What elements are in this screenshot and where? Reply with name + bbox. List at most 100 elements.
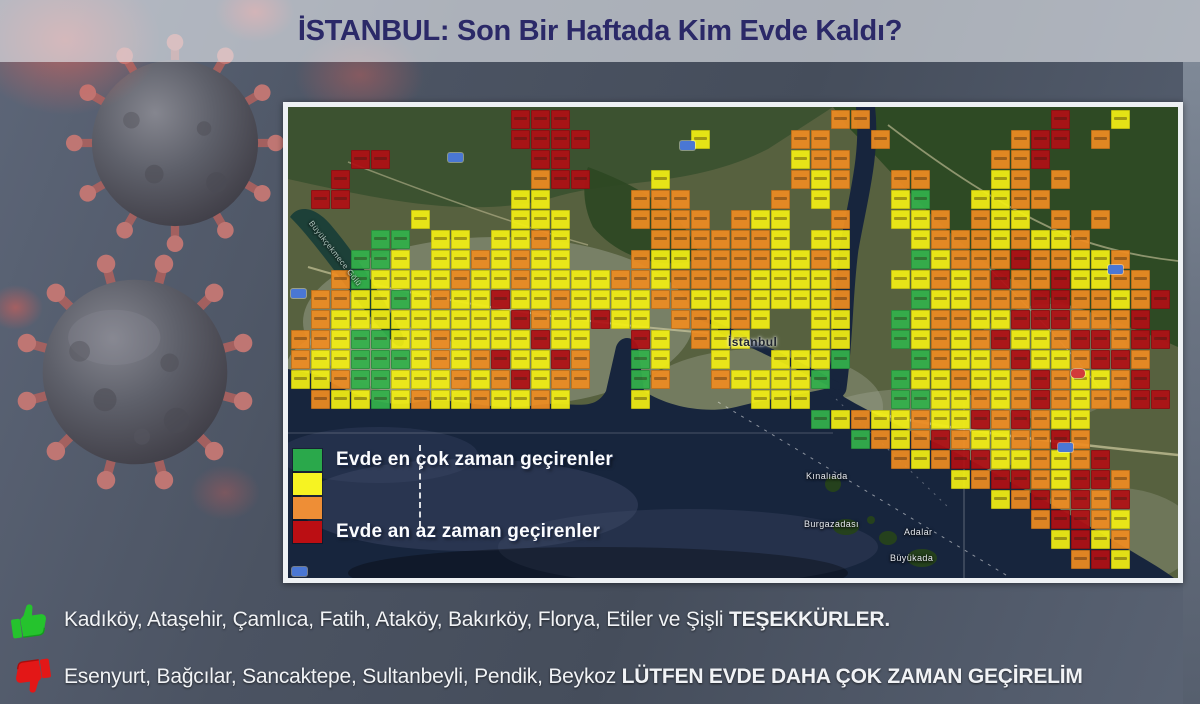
heatmap-cell xyxy=(991,330,1010,349)
heatmap-cell xyxy=(991,230,1010,249)
heatmap-cell xyxy=(651,170,670,189)
heatmap-cell xyxy=(811,330,830,349)
coronavirus-art-main xyxy=(15,252,255,492)
heatmap-cell xyxy=(991,210,1010,229)
heatmap-cell xyxy=(551,310,570,329)
heatmap-cell xyxy=(1011,350,1030,369)
heatmap-cell xyxy=(1111,350,1130,369)
heatmap-cell xyxy=(971,410,990,429)
heatmap-cell xyxy=(1031,150,1050,169)
heatmap-cell xyxy=(1031,290,1050,309)
heatmap-cell xyxy=(1071,470,1090,489)
heatmap-cell xyxy=(991,270,1010,289)
heatmap-cell xyxy=(831,270,850,289)
heatmap-cell xyxy=(691,290,710,309)
heatmap-cell xyxy=(951,450,970,469)
legend-swatch-orange xyxy=(293,497,322,519)
heatmap-cell xyxy=(1111,370,1130,389)
heatmap-cell xyxy=(911,250,930,269)
heatmap-cell xyxy=(931,210,950,229)
heatmap-cell xyxy=(1091,390,1110,409)
heatmap-cell xyxy=(1011,390,1030,409)
thanks-line: Kadıköy, Ataşehir, Çamlıca, Fatih, Atakö… xyxy=(8,594,890,646)
plea-text: Esenyurt, Bağcılar, Sancaktepe, Sultanbe… xyxy=(64,665,1083,689)
heatmap-cell xyxy=(991,310,1010,329)
heatmap-cell xyxy=(391,370,410,389)
heatmap-cell xyxy=(351,150,370,169)
heatmap-cell xyxy=(371,270,390,289)
heatmap-cell xyxy=(1031,250,1050,269)
heatmap-cell xyxy=(1111,390,1130,409)
heatmap-cell xyxy=(471,250,490,269)
heatmap-cell xyxy=(331,390,350,409)
heatmap-cell xyxy=(1071,430,1090,449)
legend-row xyxy=(293,472,613,496)
heatmap-cell xyxy=(831,170,850,189)
heatmap-cell xyxy=(791,250,810,269)
heatmap-cell xyxy=(971,450,990,469)
heatmap-cell xyxy=(371,230,390,249)
heatmap-cell xyxy=(1111,530,1130,549)
heatmap-cell xyxy=(931,330,950,349)
heatmap-cell xyxy=(811,270,830,289)
road-shield xyxy=(1058,443,1073,452)
heatmap-cell xyxy=(971,350,990,369)
heatmap-cell xyxy=(1131,310,1150,329)
heatmap-cell xyxy=(891,430,910,449)
heatmap-cell xyxy=(991,390,1010,409)
heatmap-cell xyxy=(451,350,470,369)
heatmap-cell xyxy=(471,270,490,289)
heatmap-cell xyxy=(1111,290,1130,309)
heatmap-cell xyxy=(531,110,550,129)
page-title: İSTANBUL: Son Bir Haftada Kim Evde Kaldı… xyxy=(297,14,903,47)
heatmap-cell xyxy=(731,210,750,229)
heatmap-cell xyxy=(911,290,930,309)
heatmap-cell xyxy=(671,290,690,309)
heatmap-cell xyxy=(1071,410,1090,429)
heatmap-cell xyxy=(471,330,490,349)
heatmap-cell xyxy=(1011,210,1030,229)
heatmap-cell xyxy=(651,270,670,289)
heatmap-cell xyxy=(1051,490,1070,509)
heatmap-cell xyxy=(411,350,430,369)
heatmap-cell xyxy=(551,150,570,169)
heatmap-cell xyxy=(531,130,550,149)
heatmap-cell xyxy=(891,370,910,389)
heatmap-cell xyxy=(551,370,570,389)
heatmap-cell xyxy=(491,270,510,289)
heatmap-cell xyxy=(511,270,530,289)
heatmap-cell xyxy=(731,330,750,349)
heatmap-cell xyxy=(411,370,430,389)
heatmap-cell xyxy=(811,410,830,429)
heatmap-cell xyxy=(431,350,450,369)
heatmap-cell xyxy=(811,190,830,209)
heatmap-cell xyxy=(1091,450,1110,469)
heatmap-cell xyxy=(651,210,670,229)
heatmap-cell xyxy=(991,430,1010,449)
heatmap-cell xyxy=(931,230,950,249)
heatmap-cell xyxy=(331,190,350,209)
heatmap-cell xyxy=(1071,270,1090,289)
heatmap-cell xyxy=(571,290,590,309)
thanks-text: Kadıköy, Ataşehir, Çamlıca, Fatih, Atakö… xyxy=(64,608,890,632)
heatmap-cell xyxy=(571,370,590,389)
heatmap-cell xyxy=(1071,350,1090,369)
road-shield-red xyxy=(1071,369,1085,378)
thumbs-down-icon xyxy=(16,658,51,693)
heatmap-cell xyxy=(451,230,470,249)
heatmap-cell xyxy=(371,150,390,169)
heatmap-cell xyxy=(971,250,990,269)
heatmap-cell xyxy=(711,290,730,309)
road-shield xyxy=(291,289,306,298)
heatmap-cell xyxy=(891,390,910,409)
heatmap-cell xyxy=(531,330,550,349)
heatmap-cell xyxy=(531,210,550,229)
heatmap-cell xyxy=(391,230,410,249)
heatmap-cell xyxy=(1051,390,1070,409)
heatmap-cell xyxy=(531,270,550,289)
heatmap-cell xyxy=(431,370,450,389)
heatmap-cell xyxy=(551,270,570,289)
plea-districts: Esenyurt, Bağcılar, Sancaktepe, Sultanbe… xyxy=(64,665,617,688)
heatmap-cell xyxy=(1091,210,1110,229)
heatmap-cell xyxy=(731,310,750,329)
